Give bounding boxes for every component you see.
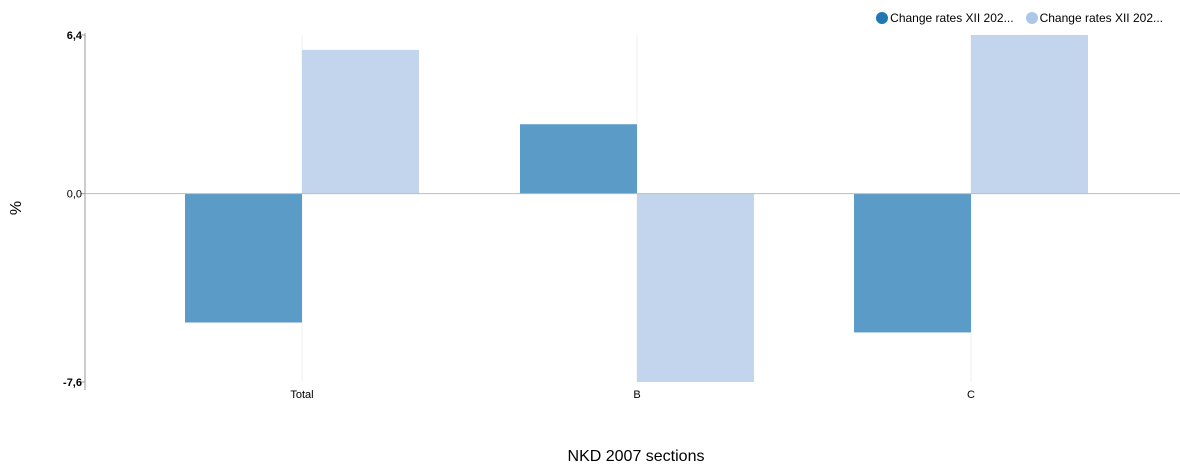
chart-axes [81, 33, 1180, 390]
x-axis-title: NKD 2007 sections [568, 448, 705, 464]
legend-label-series-2: Change rates XII 202... [1039, 11, 1163, 25]
legend-swatch-series-1 [876, 12, 889, 24]
bar-series-1-c[interactable] [854, 193, 971, 333]
legend-swatch-series-2 [1025, 12, 1038, 24]
x-tick-label-total: Total [290, 389, 313, 401]
legend-item-series-1[interactable]: Change rates XII 202... [876, 11, 1014, 25]
bar-series-2-c[interactable] [971, 35, 1088, 194]
x-tick-label-b: B [633, 389, 640, 401]
bar-series-2-b[interactable] [637, 193, 754, 382]
x-tick-label-c: C [967, 389, 975, 401]
y-tick-label-1: 0,0 [67, 189, 82, 201]
legend-item-series-2[interactable]: Change rates XII 202... [1025, 11, 1163, 25]
bar-series-2-total[interactable] [302, 49, 419, 194]
y-tick-label-2: -7,6 [63, 377, 82, 389]
y-tick-label-0: 6,4 [67, 30, 83, 42]
y-axis-title: % [8, 201, 25, 215]
chart-bars [185, 35, 1088, 382]
legend-label-series-1: Change rates XII 202... [890, 11, 1014, 25]
bar-series-1-total[interactable] [185, 193, 302, 323]
chart-legend: Change rates XII 202... Change rates XII… [876, 11, 1163, 25]
chart-labels: 6,4 0,0 -7,6 Total B C NKD 2007 sections% [8, 30, 975, 464]
bar-series-1-b[interactable] [520, 124, 637, 194]
